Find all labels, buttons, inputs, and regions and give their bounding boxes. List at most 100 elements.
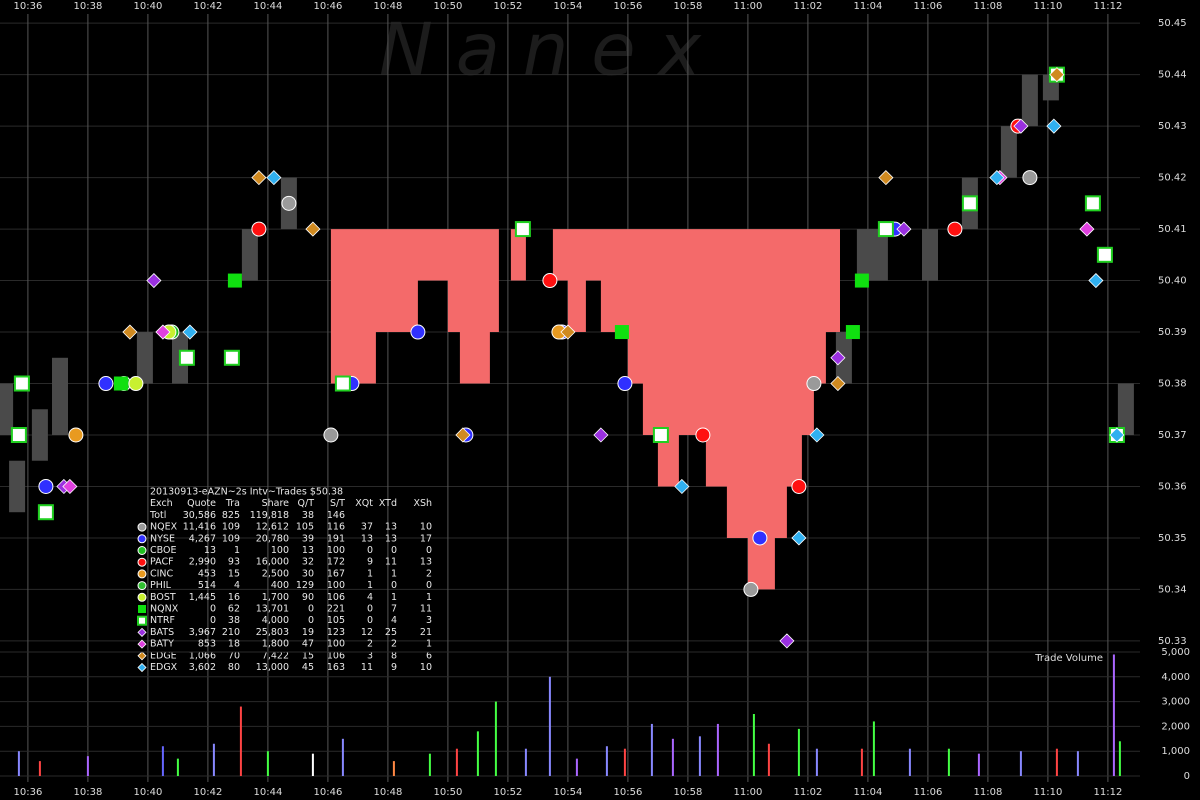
- table-cell: 4,267: [189, 533, 216, 544]
- y-tick-label: 50.43: [1158, 121, 1187, 132]
- quote-marker: [1096, 246, 1113, 263]
- quote-marker: [514, 221, 531, 238]
- y-tick-label: 50.41: [1158, 224, 1187, 235]
- volume-title: Trade Volume: [1034, 653, 1103, 664]
- y-tick-label: 50.45: [1158, 18, 1187, 29]
- table-cell: 191: [327, 533, 345, 544]
- trade-marker: [806, 376, 822, 392]
- y-tick-label: 2,000: [1161, 721, 1190, 732]
- x-tick-label: 11:08: [973, 787, 1002, 798]
- legend-entry: PHIL: [150, 580, 172, 591]
- quote-marker: [455, 427, 471, 443]
- volume-bar: [860, 748, 863, 776]
- table-cell: 4: [367, 592, 373, 603]
- x-tick-label: 10:56: [613, 787, 642, 798]
- price-bar: [0, 383, 14, 435]
- table-cell: 0: [210, 615, 216, 626]
- trade-marker: [281, 195, 297, 211]
- quote-marker: [182, 324, 198, 340]
- table-cell: 70: [228, 650, 240, 661]
- quote-marker: [1046, 118, 1062, 134]
- x-tick-label: 11:12: [1093, 787, 1122, 798]
- quote-marker: [593, 427, 609, 443]
- table-cell: 30: [302, 568, 314, 579]
- volume-bar: [872, 721, 875, 776]
- quote-marker: [223, 349, 240, 366]
- x-tick-label: 10:52: [493, 787, 522, 798]
- table-cell: 105: [296, 522, 314, 533]
- trade-marker: [251, 221, 267, 237]
- legend-entry: EDGE: [150, 650, 177, 661]
- spread-area: [330, 229, 840, 590]
- x-tick-label: 11:12: [1093, 1, 1122, 12]
- table-cell: 25,803: [256, 627, 289, 638]
- y-tick-label: 50.44: [1158, 70, 1187, 81]
- table-cell: 21: [420, 627, 432, 638]
- table-cell: 2,500: [262, 568, 289, 579]
- legend-swatch: [137, 592, 147, 602]
- price-bar: [136, 332, 153, 384]
- table-cell: 3: [367, 650, 373, 661]
- table-cell: 13: [302, 545, 314, 556]
- watermark: N a n e x: [379, 8, 702, 92]
- table-title: 20130913-eAZN~2s Intv~Trades $50.38: [150, 487, 343, 498]
- legend-swatch: [138, 605, 146, 613]
- trade-marker: [791, 478, 807, 494]
- quote-marker: [854, 273, 869, 288]
- table-cell: 453: [198, 568, 216, 579]
- y-tick-label: 50.36: [1158, 481, 1187, 492]
- table-cell: 38: [228, 615, 240, 626]
- quote-marker: [178, 349, 195, 366]
- volume-bar: [266, 751, 269, 776]
- table-cell: 221: [327, 604, 345, 615]
- table-cell: 210: [222, 627, 240, 638]
- y-tick-label: 50.40: [1158, 276, 1187, 287]
- table-cell: 2: [426, 568, 432, 579]
- volume-bar: [908, 748, 911, 776]
- quote-marker: [37, 504, 54, 521]
- table-cell: 37: [361, 522, 373, 533]
- volume-bar: [1019, 751, 1022, 776]
- quote-marker: [877, 221, 894, 238]
- table-cell: 13: [420, 557, 432, 568]
- volume-bar: [494, 701, 497, 776]
- price-bar: [871, 229, 888, 281]
- x-tick-label: 10:38: [73, 787, 102, 798]
- volume-bar: [311, 753, 314, 776]
- table-row-label: Totl: [149, 510, 166, 521]
- price-bar: [1021, 74, 1038, 127]
- volume-bar: [455, 748, 458, 776]
- price-bar: [241, 229, 258, 281]
- table-cell: 1: [367, 580, 373, 591]
- table-cell: 47: [302, 639, 314, 650]
- legend-entry: PACF: [150, 557, 174, 568]
- volume-bar: [797, 728, 800, 776]
- table-cell: 6: [426, 650, 432, 661]
- price-bar: [31, 409, 48, 461]
- table-cell: 129: [296, 580, 314, 591]
- legend-swatch: [137, 534, 147, 544]
- quote-marker: [791, 530, 807, 546]
- table-cell: 39: [302, 533, 314, 544]
- x-tick-label: 10:54: [553, 1, 582, 12]
- y-tick-label: 3,000: [1161, 697, 1190, 708]
- y-tick-label: 50.33: [1158, 636, 1187, 647]
- table-cell: 10: [420, 662, 432, 673]
- legend-swatch: [137, 662, 147, 673]
- legend-swatch: [137, 569, 147, 579]
- quote-marker: [251, 170, 267, 186]
- x-tick-label: 11:04: [853, 1, 882, 12]
- trade-marker: [542, 273, 558, 289]
- x-tick-label: 10:40: [133, 787, 162, 798]
- quote-marker: [614, 325, 629, 340]
- table-header: Tra: [225, 498, 240, 509]
- x-tick-label: 11:10: [1033, 1, 1062, 12]
- quote-marker: [146, 272, 162, 289]
- legend-swatch: [137, 557, 147, 567]
- quote-marker: [10, 426, 27, 443]
- volume-bar: [524, 748, 527, 776]
- x-tick-label: 10:48: [373, 1, 402, 12]
- price-bar: [1117, 383, 1134, 435]
- x-tick-label: 10:40: [133, 1, 162, 12]
